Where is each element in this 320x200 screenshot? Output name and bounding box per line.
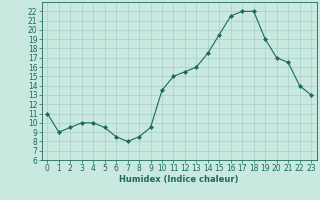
X-axis label: Humidex (Indice chaleur): Humidex (Indice chaleur) [119, 175, 239, 184]
